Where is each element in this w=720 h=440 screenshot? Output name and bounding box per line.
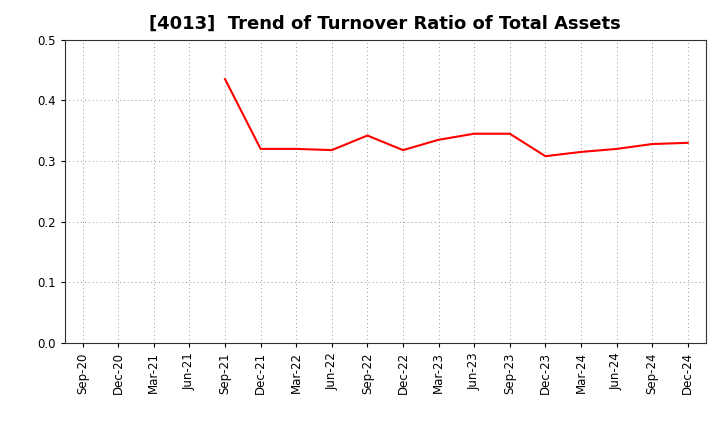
Title: [4013]  Trend of Turnover Ratio of Total Assets: [4013] Trend of Turnover Ratio of Total … bbox=[149, 15, 621, 33]
